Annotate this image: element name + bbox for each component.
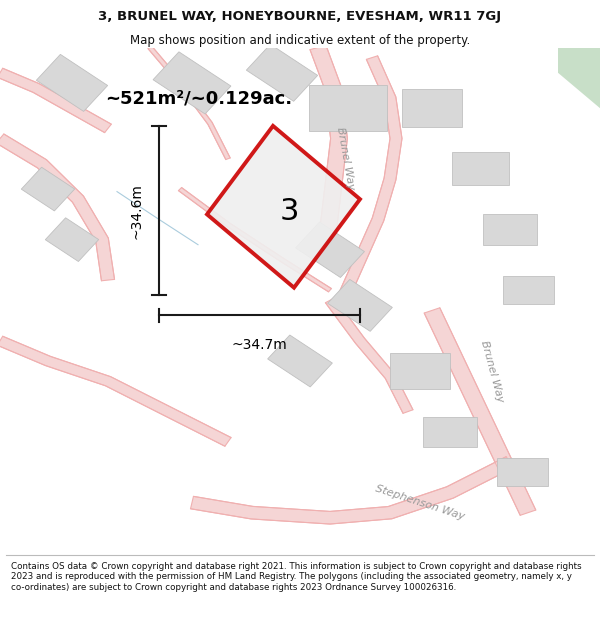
Text: ~34.6m: ~34.6m <box>130 182 144 239</box>
Polygon shape <box>0 336 231 446</box>
Polygon shape <box>337 56 402 302</box>
Polygon shape <box>296 222 364 278</box>
Polygon shape <box>452 152 509 185</box>
Polygon shape <box>45 217 99 261</box>
Text: Brunel Way: Brunel Way <box>335 126 355 191</box>
Polygon shape <box>558 48 600 108</box>
Polygon shape <box>153 52 231 114</box>
Polygon shape <box>309 86 387 131</box>
Polygon shape <box>0 134 115 281</box>
Polygon shape <box>191 457 514 524</box>
Polygon shape <box>483 214 537 245</box>
Polygon shape <box>328 279 392 331</box>
Text: Map shows position and indicative extent of the property.: Map shows position and indicative extent… <box>130 34 470 48</box>
Polygon shape <box>310 46 347 241</box>
Text: ~521m²/~0.129ac.: ~521m²/~0.129ac. <box>105 89 292 107</box>
Text: Brunel Way: Brunel Way <box>479 339 505 403</box>
Polygon shape <box>148 46 230 159</box>
Polygon shape <box>178 188 331 292</box>
Text: Contains OS data © Crown copyright and database right 2021. This information is : Contains OS data © Crown copyright and d… <box>11 562 581 591</box>
Polygon shape <box>325 298 413 413</box>
Text: ~34.7m: ~34.7m <box>232 338 287 352</box>
Text: Stephenson Way: Stephenson Way <box>374 483 466 522</box>
Polygon shape <box>497 458 548 486</box>
Polygon shape <box>247 44 317 101</box>
Polygon shape <box>423 417 477 447</box>
Polygon shape <box>207 126 360 288</box>
Polygon shape <box>503 276 554 304</box>
Polygon shape <box>37 54 107 111</box>
Polygon shape <box>390 353 450 389</box>
Polygon shape <box>402 89 462 127</box>
Text: 3: 3 <box>280 198 299 226</box>
Polygon shape <box>21 168 75 211</box>
Polygon shape <box>0 68 112 132</box>
Polygon shape <box>268 335 332 387</box>
Text: 3, BRUNEL WAY, HONEYBOURNE, EVESHAM, WR11 7GJ: 3, BRUNEL WAY, HONEYBOURNE, EVESHAM, WR1… <box>98 11 502 24</box>
Polygon shape <box>424 308 536 515</box>
